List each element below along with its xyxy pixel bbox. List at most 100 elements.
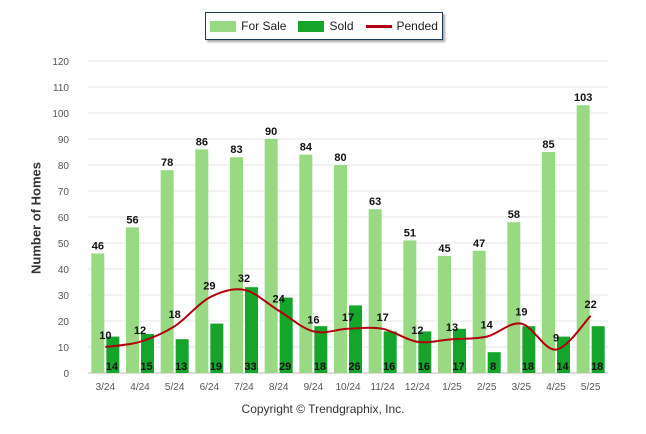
y-tick-label: 110 — [53, 83, 69, 94]
data-labels: 46 14 56 15 78 13 86 19 83 33 90 29 84 18 80 26 63 16 51 16… — [92, 92, 604, 373]
data-label-for-sale: 51 — [404, 227, 416, 239]
y-tick-label: 30 — [58, 291, 70, 302]
data-label-for-sale: 84 — [300, 142, 313, 154]
data-label-pended: 13 — [446, 322, 458, 334]
data-label-pended: 32 — [238, 273, 250, 285]
data-label-for-sale: 103 — [574, 92, 592, 104]
bar-for-sale — [334, 165, 347, 373]
data-label-sold: 15 — [140, 361, 152, 373]
legend-label-pended: Pended — [396, 19, 438, 33]
data-label-pended: 18 — [169, 309, 181, 321]
y-axis-label: Number of Homes — [28, 162, 44, 274]
x-tick-label: 3/25 — [512, 382, 532, 393]
bar-sold — [210, 323, 224, 373]
y-tick-label: 70 — [58, 187, 70, 198]
legend: For Sale Sold Pended — [205, 12, 443, 40]
data-label-sold: 18 — [522, 361, 534, 373]
x-tick-label: 12/24 — [405, 382, 430, 393]
bar-sold — [314, 326, 328, 373]
data-label-pended: 14 — [481, 320, 494, 332]
y-tick-label: 0 — [63, 369, 69, 380]
data-label-for-sale: 58 — [508, 209, 520, 221]
y-tick-label: 10 — [58, 343, 70, 354]
data-label-sold: 17 — [452, 361, 464, 373]
data-label-pended: 19 — [515, 307, 527, 319]
legend-label-sold: Sold — [329, 19, 354, 33]
bar-for-sale — [299, 154, 313, 373]
data-label-sold: 16 — [418, 361, 430, 373]
legend-item-sold[interactable]: Sold — [298, 19, 354, 33]
data-label-pended: 16 — [307, 314, 319, 326]
data-label-sold: 14 — [556, 361, 569, 373]
bar-for-sale — [576, 105, 590, 373]
x-tick-label: 6/24 — [200, 382, 220, 393]
bars — [91, 105, 605, 373]
data-label-pended: 29 — [203, 281, 215, 293]
data-label-for-sale: 83 — [230, 144, 242, 156]
bar-for-sale — [126, 227, 139, 373]
data-label-sold: 14 — [106, 361, 119, 373]
data-label-sold: 8 — [490, 361, 496, 373]
y-tick-label: 40 — [58, 265, 70, 276]
bar-for-sale — [403, 240, 417, 373]
x-tick-label: 10/24 — [335, 382, 360, 393]
data-label-pended: 17 — [342, 312, 354, 324]
bar-for-sale — [542, 152, 555, 373]
data-label-sold: 33 — [244, 361, 256, 373]
pended-line-group — [105, 288, 592, 351]
y-tick-label: 100 — [52, 109, 69, 120]
legend-label-for-sale: For Sale — [241, 19, 287, 33]
bar-sold — [245, 287, 258, 373]
data-label-sold: 26 — [348, 361, 360, 373]
x-tick-label: 5/25 — [581, 382, 601, 393]
data-label-for-sale: 86 — [196, 136, 208, 148]
legend-swatch-pended — [365, 24, 392, 28]
bar-sold — [487, 352, 501, 373]
x-tick-label: 3/24 — [96, 382, 116, 393]
bar-sold — [591, 326, 605, 373]
bar-sold — [349, 305, 362, 373]
x-tick-label: 2/25 — [477, 382, 497, 393]
bar-for-sale — [230, 157, 243, 373]
data-label-pended: 12 — [411, 325, 423, 337]
pended-line — [105, 288, 592, 351]
legend-item-pended[interactable]: Pended — [365, 19, 438, 33]
data-label-pended: 22 — [585, 299, 597, 311]
data-label-for-sale: 85 — [542, 139, 554, 151]
y-tick-label: 120 — [52, 57, 69, 68]
bar-for-sale — [264, 139, 278, 373]
y-tick-label: 60 — [58, 213, 70, 224]
bar-sold — [383, 331, 397, 373]
x-tick-label: 7/24 — [234, 382, 254, 393]
bar-sold — [279, 297, 293, 373]
x-tick-label: 9/24 — [304, 382, 324, 393]
legend-item-for-sale[interactable]: For Sale — [210, 19, 286, 33]
x-tick-label: 8/24 — [269, 382, 289, 393]
y-axis-ticks: 0 10 20 30 40 50 60 70 80 90 100 110 120 — [52, 57, 69, 380]
data-label-for-sale: 63 — [369, 196, 381, 208]
data-label-for-sale: 80 — [334, 152, 346, 164]
data-label-for-sale: 47 — [473, 238, 485, 250]
legend-swatch-for-sale — [210, 20, 237, 32]
data-label-pended: 10 — [99, 330, 111, 342]
bar-sold — [175, 339, 189, 373]
bar-for-sale — [438, 256, 451, 373]
data-label-for-sale: 90 — [265, 126, 277, 138]
bar-sold — [522, 326, 536, 373]
data-label-for-sale: 46 — [92, 240, 104, 252]
data-label-for-sale: 45 — [438, 243, 450, 255]
data-label-sold: 13 — [175, 361, 187, 373]
bar-sold — [141, 334, 154, 373]
grid-lines — [88, 60, 608, 374]
x-tick-label: 5/24 — [165, 382, 185, 393]
x-tick-label: 11/24 — [371, 382, 396, 393]
bar-for-sale — [91, 253, 105, 373]
data-label-pended: 17 — [377, 312, 389, 324]
data-label-sold: 19 — [210, 361, 222, 373]
bar-for-sale — [507, 222, 521, 373]
x-tick-label: 4/25 — [546, 382, 566, 393]
data-label-for-sale: 56 — [126, 214, 138, 226]
bar-for-sale — [472, 250, 486, 373]
data-label-sold: 18 — [314, 361, 326, 373]
